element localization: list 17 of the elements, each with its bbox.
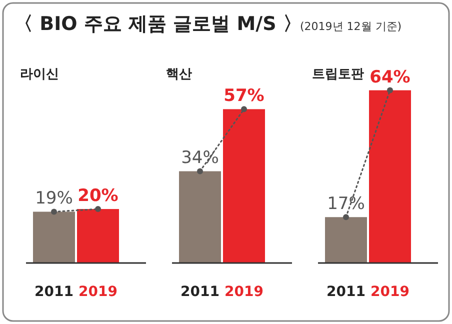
- data-label: 20%: [78, 186, 118, 206]
- data-label: 34%: [181, 148, 219, 168]
- chart-title: 라이신: [20, 67, 59, 82]
- text: (2019년 12월 기준): [300, 20, 402, 33]
- data-label: 57%: [224, 86, 264, 106]
- x-tick-label: 2019: [78, 284, 118, 300]
- data-label: 64%: [370, 67, 410, 88]
- x-tick-label: 2019: [224, 284, 264, 300]
- data-label: 17%: [327, 194, 365, 214]
- data-label: 19%: [35, 188, 73, 209]
- x-tick-label: 2019: [370, 284, 410, 300]
- x-tick-label: 2011: [34, 284, 74, 300]
- x-tick-label: 2011: [180, 284, 220, 300]
- chart-title: 핵산: [166, 67, 192, 82]
- text: 〈 BIO 주요 제품 글로벌 M/S 〉: [14, 13, 302, 35]
- x-tick-label: 2011: [326, 284, 366, 300]
- chart-title: 트립토판: [312, 67, 364, 82]
